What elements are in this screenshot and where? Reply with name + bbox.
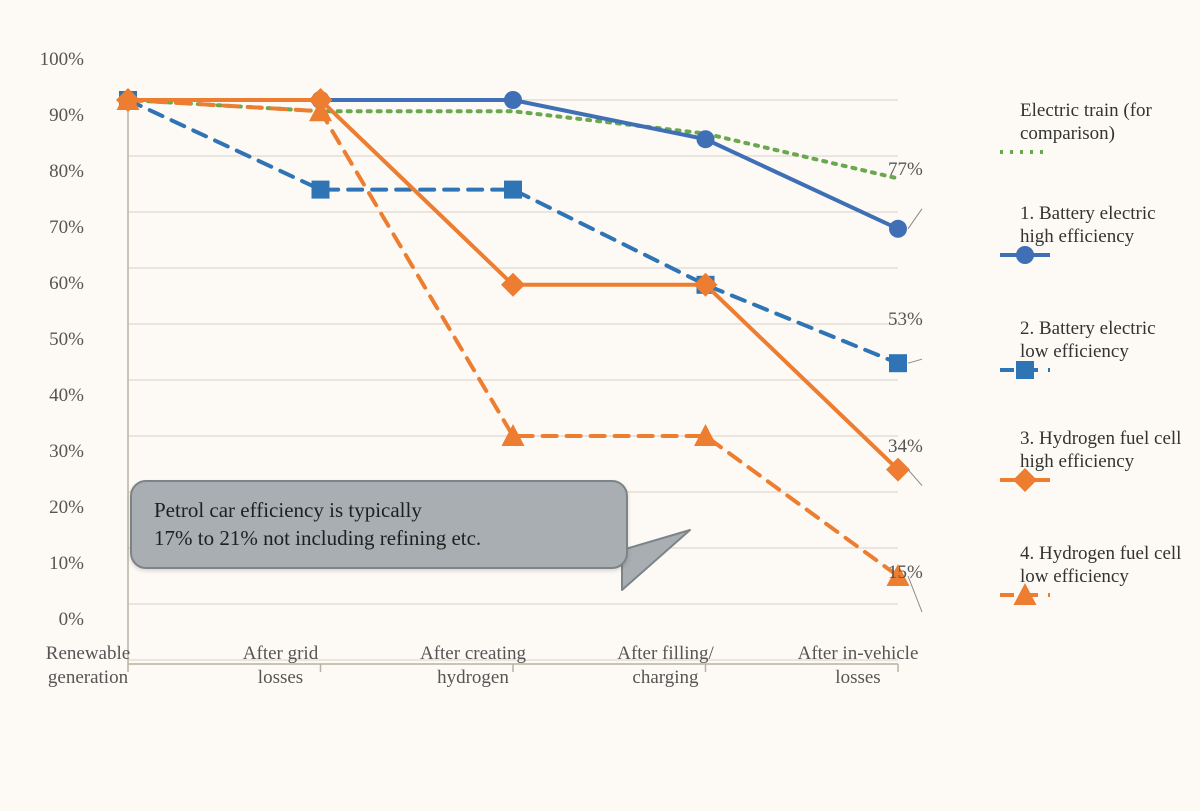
legend-bev-high: 1. Battery electrichigh efficiency (1020, 203, 1156, 249)
chart-container: 0% 10% 20% 30% 40% 50% 60% 70% 80% 90% 100% Renewab… (0, 0, 1200, 771)
y-tick-label: 100% (40, 49, 84, 71)
y-tick-label: 70% (49, 217, 84, 239)
petrol-callout: Petrol car efficiency is typically17% to… (130, 480, 628, 569)
y-tick-label: 80% (49, 161, 84, 183)
efficiency-line-chart (40, 40, 1200, 811)
y-tick-label: 60% (49, 273, 84, 295)
callout-tail (622, 530, 690, 590)
end-label-bev-low: 53% (888, 309, 923, 331)
y-tick-label: 50% (49, 329, 84, 351)
series-bev-high (128, 100, 898, 229)
x-category-label: After filling/charging (586, 642, 746, 690)
y-tick-label: 90% (49, 105, 84, 127)
end-label-h2-low: 15% (888, 562, 923, 584)
x-category-label: After creatinghydrogen (393, 642, 553, 690)
y-tick-label: 20% (49, 497, 84, 519)
series-electric-train (128, 100, 898, 178)
legend-h2-high: 3. Hydrogen fuel cellhigh efficiency (1020, 428, 1181, 474)
x-category-label: Renewablegeneration (8, 642, 168, 690)
legend-bev-low: 2. Battery electriclow efficiency (1020, 318, 1156, 364)
y-tick-label: 40% (49, 385, 84, 407)
y-tick-label: 0% (59, 609, 84, 631)
end-label-bev-high: 77% (888, 159, 923, 181)
legend-electric-train: Electric train (forcomparison) (1020, 100, 1152, 146)
legend-h2-low: 4. Hydrogen fuel celllow efficiency (1020, 543, 1181, 589)
y-tick-label: 30% (49, 441, 84, 463)
x-category-label: After in-vehiclelosses (778, 642, 938, 690)
end-label-h2-high: 34% (888, 436, 923, 458)
y-tick-label: 10% (49, 553, 84, 575)
x-category-label: After gridlosses (201, 642, 361, 690)
